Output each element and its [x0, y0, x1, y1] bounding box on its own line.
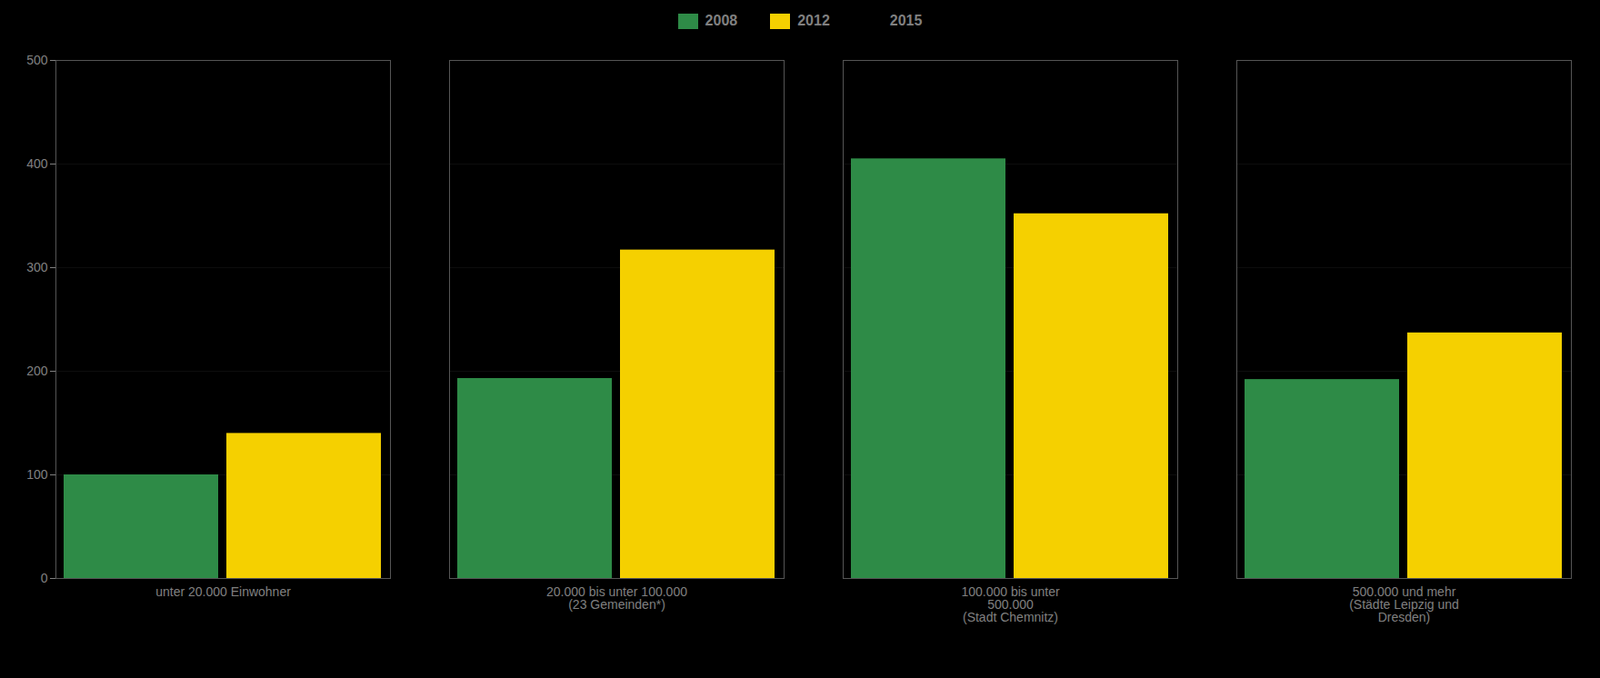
svg-text:100.000 bis unter500.000(Stadt: 100.000 bis unter500.000(Stadt Chemnitz) — [960, 584, 1060, 625]
svg-text:unter 20.000 Einwohner: unter 20.000 Einwohner — [155, 584, 291, 600]
svg-text:400: 400 — [26, 156, 49, 171]
svg-text:100: 100 — [26, 467, 49, 482]
html-text:2015: 2015 — [889, 12, 923, 29]
svg-text:200: 200 — [26, 363, 49, 379]
html-text:2012: 2012 — [797, 12, 830, 29]
svg-text:300: 300 — [26, 260, 49, 275]
svg-text:500: 500 — [26, 52, 49, 68]
html-text:2008: 2008 — [705, 12, 738, 29]
svg-text:20.000 bis unter 100.000(23 Ge: 20.000 bis unter 100.000(23 Gemeinden*) — [546, 584, 688, 612]
svg-text:0: 0 — [40, 570, 49, 586]
svg-text:500.000 und mehr(Städte Leipzi: 500.000 und mehr(Städte Leipzig undDresd… — [1349, 584, 1460, 625]
